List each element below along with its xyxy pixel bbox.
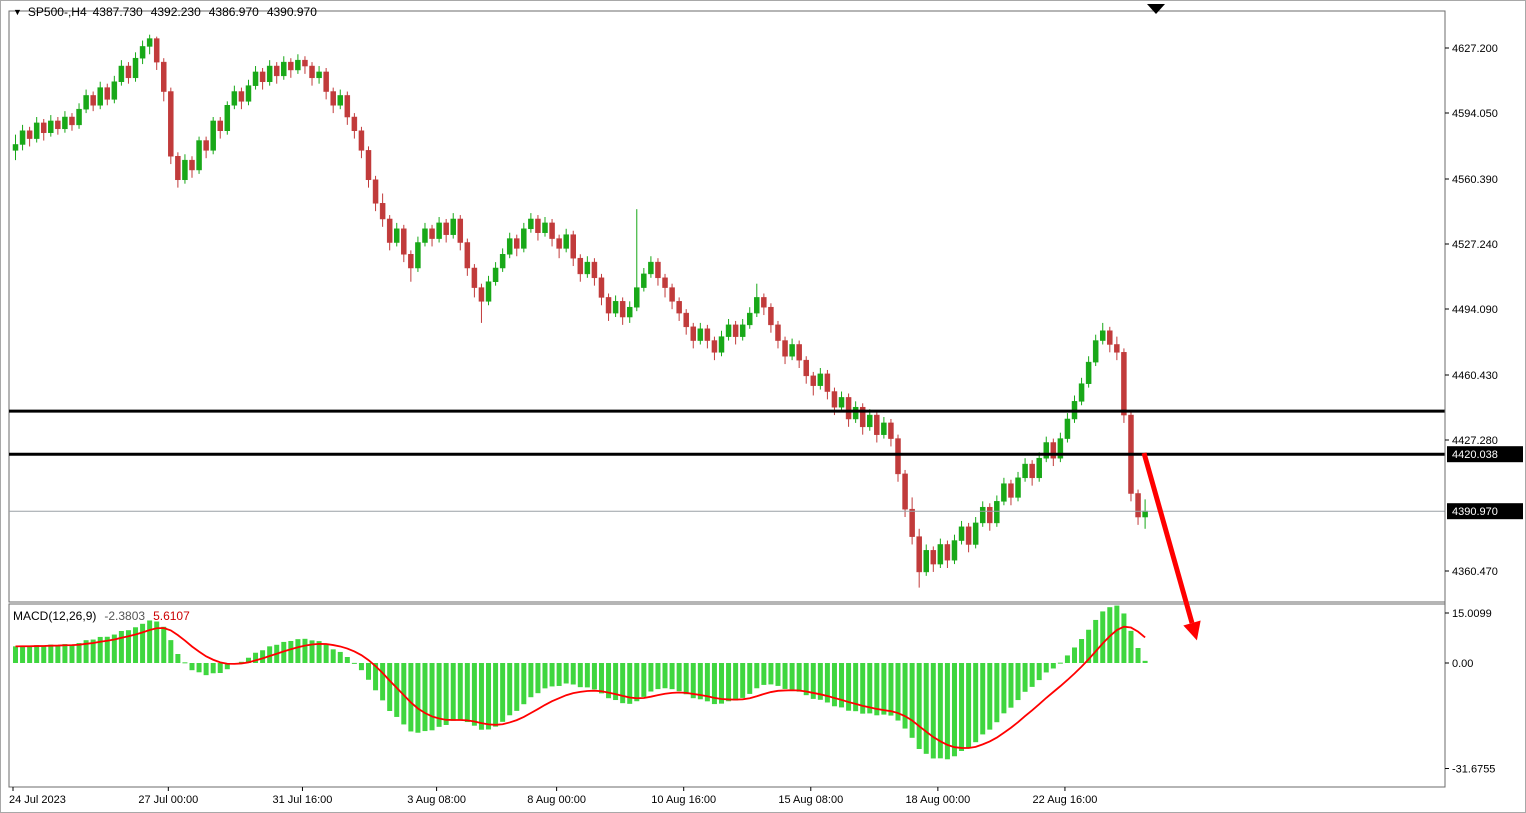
svg-text:31 Jul 16:00: 31 Jul 16:00 (272, 794, 332, 806)
ohlc-open: 4387.730 (92, 5, 143, 19)
macd-signal-line (15, 625, 1146, 749)
candlestick-series (12, 34, 1148, 588)
macd-name: MACD(12,26,9) (13, 609, 97, 623)
svg-text:0.00: 0.00 (1452, 658, 1473, 670)
svg-text:4427.280: 4427.280 (1452, 435, 1498, 447)
svg-text:4360.470: 4360.470 (1452, 566, 1498, 578)
svg-text:15.0099: 15.0099 (1452, 608, 1492, 620)
macd-axis: 15.0099 0.00 -31.6755 (1445, 608, 1495, 776)
macd-histogram (13, 605, 1148, 760)
svg-text:4460.430: 4460.430 (1452, 370, 1498, 382)
svg-text:27 Jul 00:00: 27 Jul 00:00 (138, 794, 198, 806)
svg-text:4420.038: 4420.038 (1452, 449, 1498, 461)
svg-text:4527.240: 4527.240 (1452, 239, 1498, 251)
svg-text:22 Aug 16:00: 22 Aug 16:00 (1033, 794, 1098, 806)
symbol-period-label: SP500-,H4 (27, 5, 87, 19)
ohlc-low: 4386.970 (208, 5, 259, 19)
svg-text:24 Jul 2023: 24 Jul 2023 (9, 794, 66, 806)
svg-text:18 Aug 00:00: 18 Aug 00:00 (905, 794, 970, 806)
svg-text:3 Aug 08:00: 3 Aug 08:00 (407, 794, 466, 806)
svg-text:15 Aug 08:00: 15 Aug 08:00 (778, 794, 843, 806)
svg-text:4627.200: 4627.200 (1452, 43, 1498, 55)
chart-header: ▼ SP500-,H4 4387.730 4392.230 4386.970 4… (13, 5, 317, 19)
price-badges: 4420.038 4390.970 (1447, 446, 1523, 520)
time-axis[interactable]: 24 Jul 2023 27 Jul 00:00 31 Jul 16:00 3 Aug… (9, 787, 1097, 806)
price-axis[interactable]: 4627.200 4594.050 4560.390 4527.240 4494.090… (1444, 11, 1498, 787)
svg-text:10 Aug 16:00: 10 Aug 16:00 (651, 794, 716, 806)
svg-text:4494.090: 4494.090 (1452, 304, 1498, 316)
ohlc-close: 4390.970 (266, 5, 317, 19)
svg-text:-31.6755: -31.6755 (1452, 764, 1495, 776)
symbol-dropdown-icon[interactable]: ▼ (13, 7, 22, 17)
svg-text:4560.390: 4560.390 (1452, 174, 1498, 186)
svg-text:8 Aug 00:00: 8 Aug 00:00 (527, 794, 586, 806)
horizontal-line-objects[interactable] (9, 409, 1445, 456)
svg-text:4390.970: 4390.970 (1452, 506, 1498, 518)
sell-arrow-annotation[interactable] (1141, 452, 1201, 641)
chart-shift-marker (1147, 4, 1165, 14)
ohlc-high: 4392.230 (150, 5, 201, 19)
svg-text:4594.050: 4594.050 (1452, 108, 1498, 120)
macd-signal-value: 5.6107 (153, 609, 190, 623)
macd-main-value: -2.3803 (104, 609, 146, 623)
macd-indicator-label: MACD(12,26,9) -2.3803 5.6107 (13, 609, 190, 623)
